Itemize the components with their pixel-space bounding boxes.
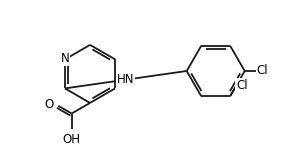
Text: Cl: Cl [236,79,248,92]
Text: OH: OH [63,133,81,146]
Text: O: O [44,98,53,111]
Text: HN: HN [117,73,135,86]
Text: N: N [61,52,70,65]
Text: Cl: Cl [256,64,268,78]
